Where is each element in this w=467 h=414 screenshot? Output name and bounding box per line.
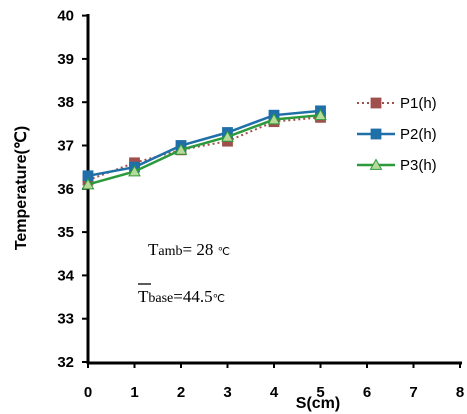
legend-label: P2(h): [400, 126, 437, 143]
data-point: [128, 164, 141, 177]
y-tick-group: 32 33 34 35 36 37 38 39 40: [57, 8, 88, 371]
x-tick-label: 0: [84, 384, 92, 401]
data-point: [81, 177, 95, 190]
legend-item: P2(h): [357, 126, 437, 143]
series-line: [87, 113, 321, 186]
y-tick-label: 33: [57, 311, 74, 328]
ambient-temperature-annotation: Tamb= 28 ℃: [148, 240, 230, 259]
data-point: [267, 112, 281, 125]
x-tick-label: 7: [409, 384, 417, 401]
data-point: [314, 108, 327, 121]
y-tick-label: 37: [57, 138, 74, 155]
x-tick-label: 2: [177, 384, 185, 401]
x-tick-label: 1: [130, 384, 138, 401]
legend-label: P3(h): [400, 157, 437, 174]
series-line: [87, 116, 321, 182]
legend-item: P1(h): [357, 95, 437, 112]
y-tick-label: 38: [57, 94, 74, 111]
y-tick-label: 40: [57, 8, 74, 25]
y-tick-label: 39: [57, 51, 74, 68]
x-tick-label: 4: [270, 384, 279, 401]
tamb-unit: ℃: [218, 246, 230, 258]
data-point: [174, 143, 188, 155]
tamb-symbol: T: [148, 240, 159, 259]
y-tick-label: 36: [57, 181, 74, 198]
tamb-value: = 28: [183, 240, 218, 259]
x-tick-label: 3: [223, 384, 231, 401]
data-point: [221, 130, 234, 142]
series-layer: [81, 105, 327, 190]
tbase-subscript: base: [148, 291, 173, 306]
y-tick-label: 34: [57, 267, 74, 284]
x-tick-label: 5: [316, 384, 324, 401]
tbase-value: =44.5: [173, 287, 212, 306]
tbase-symbol: T: [138, 287, 149, 306]
y-tick-label: 32: [57, 354, 74, 371]
x-axis-title: S(cm): [296, 395, 340, 412]
base-temperature-annotation: Tbase=44.5℃: [138, 287, 225, 306]
y-tick-label: 35: [57, 224, 74, 241]
legend-item: P3(h): [357, 157, 437, 174]
legend-marker: [370, 128, 382, 140]
annotation-group: Tamb= 28 ℃ Tbase=44.5℃: [138, 240, 230, 306]
legend-marker: [369, 158, 383, 170]
legend-label: P1(h): [400, 95, 437, 112]
tbase-unit: ℃: [213, 293, 225, 305]
series-P3(h): [81, 108, 327, 190]
series-line: [87, 109, 321, 178]
series-P1(h): [82, 111, 326, 186]
x-tick-label: 6: [363, 384, 371, 401]
tamb-subscript: amb: [158, 244, 182, 259]
legend-marker: [370, 97, 382, 109]
x-tick-label: 8: [456, 384, 464, 401]
legend: P1(h) P2(h) P3(h): [357, 95, 437, 174]
x-tick-group: 0 1 2 3 4 5 6 7 8: [84, 362, 464, 401]
y-axis-title: Temperature(℃): [13, 126, 30, 250]
axes: [86, 14, 462, 365]
